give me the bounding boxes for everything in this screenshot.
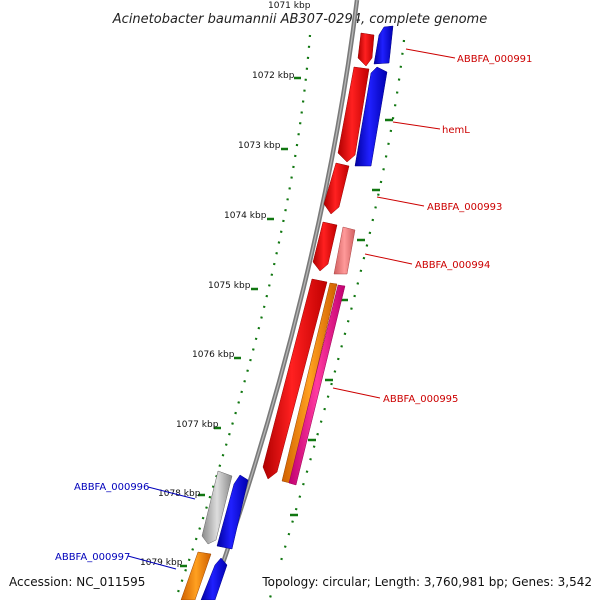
topology-text: Topology: circular; Length: 3,760,981 bp… bbox=[261, 575, 592, 589]
tick-label-1077: 1077 kbp bbox=[176, 420, 219, 430]
gene-feature-gray[interactable] bbox=[201, 470, 233, 545]
gene-label-ABBFA_000996[interactable]: ABBFA_000996 bbox=[74, 482, 149, 493]
gc-track-dots bbox=[174, 34, 312, 599]
tick-label-1076: 1076 kbp bbox=[192, 350, 235, 360]
gene-feature-pink[interactable] bbox=[333, 226, 356, 275]
accession-text: Accession: NC_011595 bbox=[9, 575, 145, 589]
gene-feature-blue[interactable] bbox=[200, 557, 228, 600]
tick-label-1078: 1078 kbp bbox=[158, 489, 201, 499]
genome-title: Acinetobacter baumannii AB307-0294, comp… bbox=[112, 12, 487, 27]
gene-feature-red[interactable] bbox=[323, 162, 350, 215]
gene-feature-red[interactable] bbox=[312, 221, 338, 272]
gene-label-ABBFA_000993[interactable]: ABBFA_000993 bbox=[427, 202, 502, 213]
footer-left-bg bbox=[0, 570, 150, 592]
tick-label-1072: 1072 kbp bbox=[252, 71, 295, 81]
gene-feature-red[interactable] bbox=[337, 66, 370, 163]
gene-label-ABBFA_000994[interactable]: ABBFA_000994 bbox=[415, 260, 490, 271]
gene-feature-orange[interactable] bbox=[180, 551, 212, 600]
tick-label-1073: 1073 kbp bbox=[238, 141, 281, 151]
leader-line-ABBFA_000996 bbox=[147, 486, 196, 500]
gene-label-ABBFA_000995[interactable]: ABBFA_000995 bbox=[383, 394, 458, 405]
leader-line-ABBFA_000993 bbox=[376, 196, 425, 207]
footer-right-bg bbox=[255, 570, 600, 592]
tick-label-1075: 1075 kbp bbox=[208, 281, 251, 291]
tick-label-1074: 1074 kbp bbox=[224, 211, 267, 221]
leader-line-ABBFA_000991 bbox=[405, 48, 456, 59]
gene-feature-magenta[interactable] bbox=[288, 284, 346, 486]
gene-feature-blue[interactable] bbox=[354, 66, 388, 167]
tick-label-1079: 1079 kbp bbox=[140, 558, 183, 568]
gene-label-ABBFA_000991[interactable]: ABBFA_000991 bbox=[457, 54, 532, 65]
gene-label-hemL[interactable]: hemL bbox=[442, 125, 470, 136]
leader-line-ABBFA_000995 bbox=[332, 387, 381, 399]
gene-feature-blue[interactable] bbox=[216, 474, 249, 550]
gene-feature-red[interactable] bbox=[262, 278, 328, 480]
gene-label-ABBFA_000997[interactable]: ABBFA_000997 bbox=[55, 552, 130, 563]
gene-feature-blue[interactable] bbox=[373, 25, 394, 65]
leader-line-ABBFA_000994 bbox=[364, 253, 413, 265]
gene-feature-red[interactable] bbox=[357, 32, 375, 67]
leader-line-hemL bbox=[392, 121, 441, 130]
leader-line-ABBFA_000997 bbox=[127, 555, 177, 570]
tick-label-1071: 1071 kbp bbox=[268, 1, 311, 11]
